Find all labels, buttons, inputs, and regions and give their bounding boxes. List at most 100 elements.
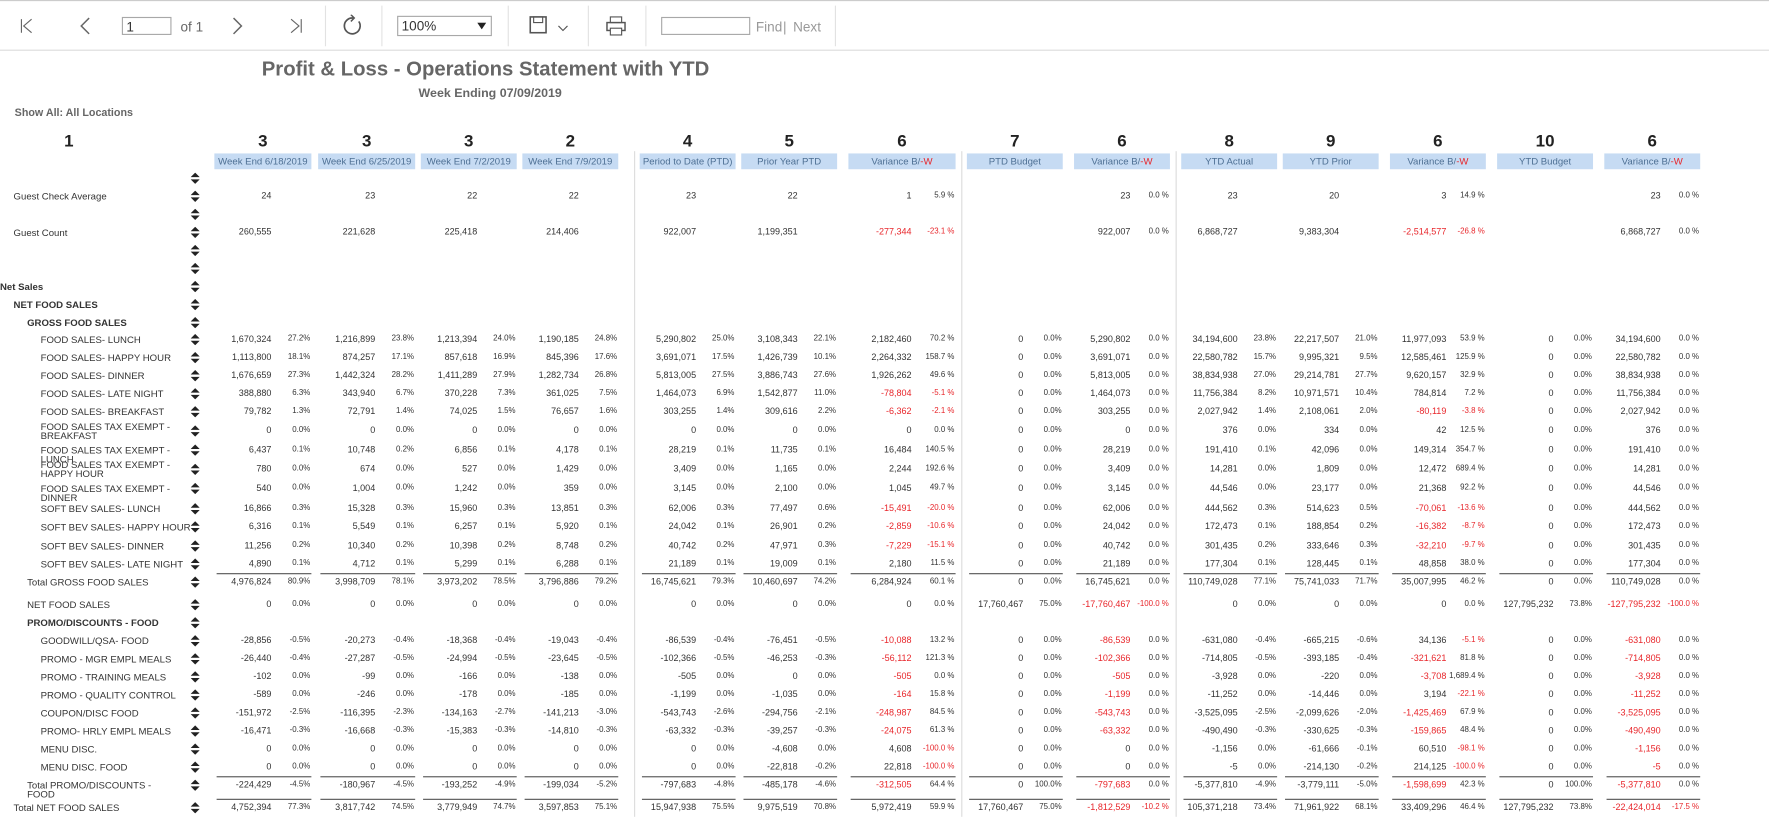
cell-percent: 125.9 % bbox=[1455, 353, 1485, 362]
sort-toggle[interactable] bbox=[190, 576, 200, 588]
sort-toggle[interactable] bbox=[190, 351, 200, 364]
sort-toggle[interactable] bbox=[190, 761, 200, 773]
cell-percent: -5.2% bbox=[596, 780, 618, 789]
sort-toggle[interactable] bbox=[190, 370, 200, 382]
cell-percent: 0.0% bbox=[1043, 726, 1062, 735]
last-page-button[interactable] bbox=[287, 17, 305, 35]
cell-value: 2,027,942 bbox=[1197, 406, 1238, 417]
sort-toggle[interactable] bbox=[190, 725, 200, 737]
cell-percent: -0.5% bbox=[494, 654, 516, 663]
sort-toggle[interactable] bbox=[190, 388, 200, 400]
previous-page-button[interactable] bbox=[77, 17, 95, 35]
cell-percent: 77.1% bbox=[1253, 577, 1276, 586]
sort-toggle[interactable] bbox=[190, 635, 200, 647]
cell-value: 1,242 bbox=[454, 482, 478, 494]
find-button[interactable]: Find bbox=[755, 19, 783, 35]
sort-toggle[interactable] bbox=[190, 425, 200, 437]
cell-value: -16,668 bbox=[344, 725, 376, 736]
cell-value: 301,435 bbox=[1628, 540, 1661, 551]
cell-percent: -0.4% bbox=[289, 654, 311, 663]
row-label: PROMO- HRLY EMPL MEALS bbox=[40, 725, 172, 737]
cell-value: 3,886,743 bbox=[757, 370, 798, 381]
cell-value: 0 bbox=[472, 599, 478, 610]
print-button[interactable] bbox=[606, 16, 629, 36]
sort-toggle[interactable] bbox=[190, 503, 200, 515]
next-page-button[interactable] bbox=[228, 17, 246, 35]
sort-toggle[interactable] bbox=[190, 244, 200, 257]
sort-toggle[interactable] bbox=[190, 172, 200, 184]
cell-value: 11,756,384 bbox=[1193, 388, 1238, 399]
sort-toggle[interactable] bbox=[190, 671, 200, 683]
cell-value: 1,199,351 bbox=[757, 226, 798, 237]
cell-value: 23 bbox=[1650, 190, 1661, 201]
export-button[interactable] bbox=[529, 16, 570, 39]
cell-value: 0 bbox=[1018, 761, 1024, 772]
sort-toggle[interactable] bbox=[190, 463, 200, 475]
cell-value: 0 bbox=[1548, 333, 1554, 345]
sort-toggle[interactable] bbox=[190, 444, 200, 456]
cell-percent: 10.4% bbox=[1355, 389, 1378, 398]
find-next-button[interactable]: Next bbox=[793, 19, 821, 35]
cell-percent: 24.0% bbox=[493, 335, 516, 343]
cell-percent: 0.0 % bbox=[934, 426, 955, 435]
zoom-select[interactable]: 100% bbox=[397, 15, 492, 37]
sort-toggle[interactable] bbox=[190, 689, 200, 701]
sort-toggle[interactable] bbox=[190, 802, 200, 814]
cell-percent: 0.0 % bbox=[1148, 690, 1169, 699]
cell-value: -1,199 bbox=[1104, 689, 1131, 700]
cell-value: -2,099,626 bbox=[1296, 707, 1340, 718]
sort-toggle[interactable] bbox=[190, 707, 200, 719]
total-rule bbox=[1285, 798, 1379, 800]
find-input[interactable] bbox=[661, 16, 751, 35]
cell-percent: 0.2% bbox=[497, 541, 516, 550]
cell-value: 0 bbox=[1018, 743, 1024, 754]
cell-value: -102,366 bbox=[1094, 653, 1131, 664]
sort-toggle[interactable] bbox=[190, 317, 200, 329]
cell-value: -76,451 bbox=[767, 635, 798, 646]
page-input[interactable]: 1 bbox=[121, 16, 172, 35]
cell-value: -63,332 bbox=[1099, 725, 1131, 736]
cell-value: 188,854 bbox=[1306, 521, 1340, 532]
sort-toggle[interactable] bbox=[190, 617, 200, 629]
sort-toggle[interactable] bbox=[190, 558, 200, 570]
sort-toggle[interactable] bbox=[190, 406, 200, 418]
zoom-value: 100% bbox=[401, 18, 437, 34]
sort-toggle[interactable] bbox=[190, 262, 200, 275]
row-label: FOOD SALES- LATE NIGHT bbox=[40, 388, 164, 400]
column-header: YTD Prior bbox=[1282, 153, 1379, 170]
cell-value: 0 bbox=[1548, 761, 1554, 772]
cell-value: 21,189 bbox=[668, 558, 697, 569]
cell-percent: 140.5 % bbox=[925, 445, 955, 454]
sort-toggle[interactable] bbox=[190, 190, 200, 202]
cell-value: -26,440 bbox=[240, 653, 272, 664]
cell-value: 21,368 bbox=[1418, 482, 1447, 494]
sort-toggle[interactable] bbox=[190, 743, 200, 755]
sort-toggle[interactable] bbox=[190, 653, 200, 665]
cell-percent: 24.8% bbox=[594, 335, 618, 343]
sort-toggle[interactable] bbox=[190, 333, 200, 346]
row-label: SOFT BEV SALES- LATE NIGHT bbox=[40, 558, 184, 570]
sort-toggle[interactable] bbox=[190, 599, 200, 611]
cell-value: 2,100 bbox=[775, 482, 798, 494]
sort-toggle[interactable] bbox=[190, 298, 200, 311]
column-header: Week End 7/2/2019 bbox=[420, 153, 517, 170]
cell-value: 3,145 bbox=[673, 482, 697, 494]
sort-toggle[interactable] bbox=[190, 482, 200, 495]
cell-value: -56,112 bbox=[881, 653, 912, 664]
cell-value: -5,377,810 bbox=[1617, 779, 1661, 790]
sort-toggle[interactable] bbox=[190, 521, 200, 533]
cell-percent: -0.3% bbox=[815, 654, 836, 663]
total-rule bbox=[1499, 573, 1594, 575]
cell-value: 3,409 bbox=[1107, 463, 1131, 474]
first-page-button[interactable] bbox=[18, 17, 36, 35]
sort-toggle[interactable] bbox=[190, 540, 200, 552]
sort-toggle[interactable] bbox=[190, 208, 200, 220]
sort-toggle[interactable] bbox=[190, 280, 200, 293]
cell-percent: -100.0 % bbox=[1137, 600, 1169, 609]
cell-percent: 0.0 % bbox=[1678, 445, 1700, 454]
cell-percent: 0.0 % bbox=[1148, 708, 1169, 717]
refresh-button[interactable] bbox=[342, 14, 365, 38]
row-label: Net Sales bbox=[0, 280, 44, 293]
sort-toggle[interactable] bbox=[190, 779, 200, 791]
sort-toggle[interactable] bbox=[190, 226, 200, 239]
